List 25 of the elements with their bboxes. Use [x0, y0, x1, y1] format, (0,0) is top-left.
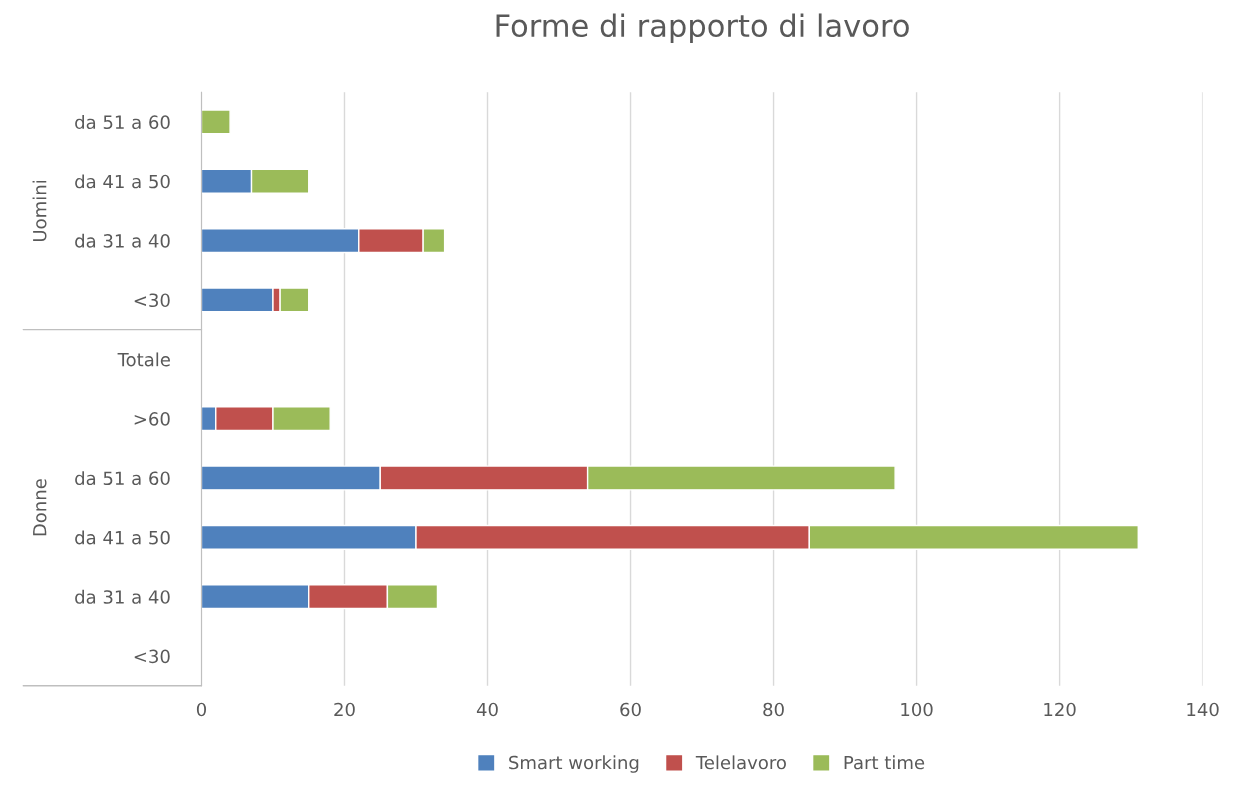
x-tick-label: 40	[476, 702, 498, 717]
x-tick-label: 0	[196, 702, 207, 717]
x-tick-label: 140	[1187, 702, 1219, 717]
y-tick-label: <30	[134, 649, 170, 664]
text: Donne	[33, 479, 47, 536]
legend-label: Telelavoro	[695, 755, 786, 770]
y-tick-label: <30	[134, 293, 170, 308]
x-tick-label: 100	[901, 702, 933, 717]
x-tick-label: 120	[1044, 702, 1076, 717]
x-tick-label: 60	[620, 702, 641, 717]
text: Uomini	[32, 180, 47, 242]
y-tick-label: da 41 a 50	[75, 530, 170, 545]
y-tick-label: da 31 a 40	[75, 589, 170, 604]
x-tick-label: 20	[334, 702, 355, 717]
legend-label: Part time	[844, 755, 925, 770]
y-tick-label: da 41 a 50	[75, 174, 170, 189]
chart-title: Forme di rapporto di lavoro	[496, 13, 909, 44]
y-tick-label: da 31 a 40	[75, 233, 170, 248]
y-tick-label: da 51 a 60	[75, 115, 170, 130]
x-tick-label: 80	[763, 702, 784, 717]
legend-label: Smart working	[509, 755, 639, 773]
bar	[201, 109, 231, 135]
y-tick-label: >60	[134, 412, 170, 426]
y-tick-label: Totale	[117, 352, 170, 367]
y-tick-label: da 51 a 60	[75, 471, 170, 486]
